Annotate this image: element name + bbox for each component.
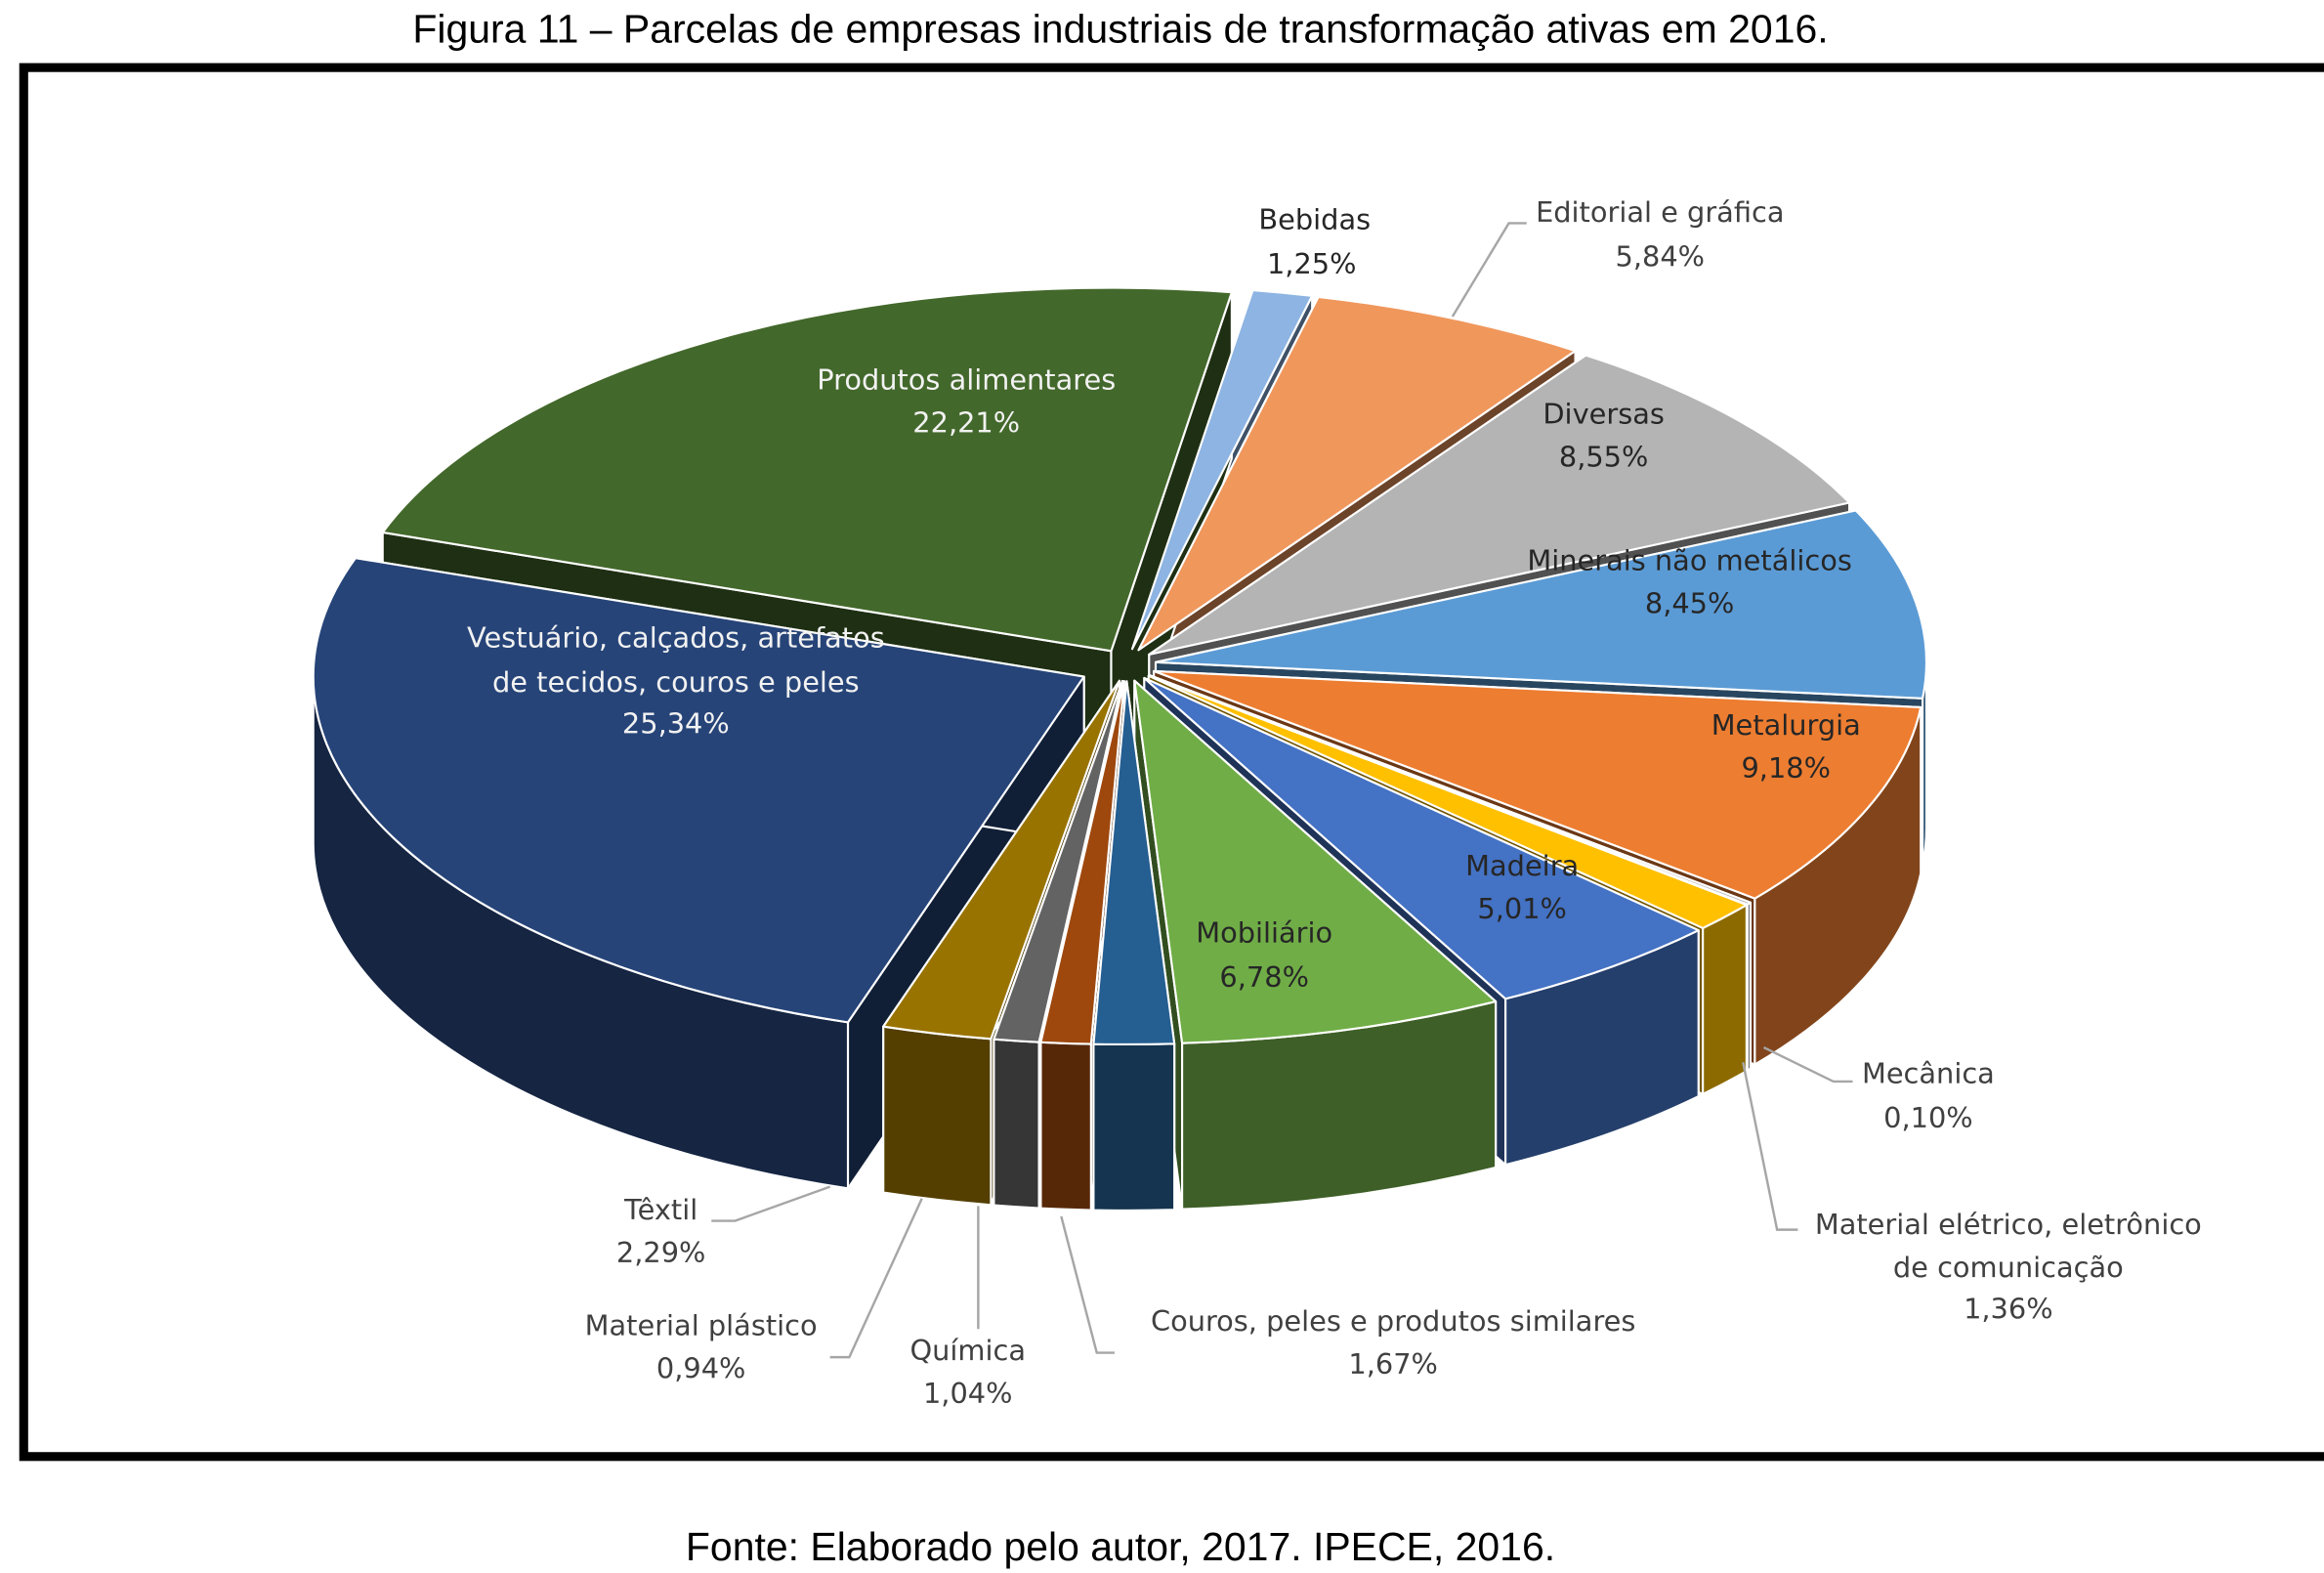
pie-slice-produtos-alimentares [381,286,1233,653]
label-couros: Couros, peles e produtos similares [1151,1304,1635,1338]
value-bebidas: 1,25% [1267,247,1357,280]
value-alimentares: 22,21% [912,405,1020,439]
pie-outer-wall-couros-peles-e-produtos-similares [1092,1042,1176,1212]
value-vestuario: 25,34% [622,706,730,740]
label-textil: Têxtil [623,1193,697,1226]
pie-slice-vestuario-calcados-artefatos-de-tecidos-couros-e-peles [312,557,1085,1024]
figure-title: Figura 11 – Parcelas de empresas industr… [412,6,1828,51]
pie-slice-quimica [1039,680,1125,1045]
label-vestuario-2: de tecidos, couros e peles [492,665,860,699]
value-material-eletrico: 1,36% [1964,1293,2053,1326]
figure-source: Fonte: Elaborado pelo autor, 2017. IPECE… [686,1524,1555,1569]
label-material-eletrico-1: Material elétrico, eletrônico [1815,1208,2202,1241]
value-madeira: 5,01% [1477,892,1567,925]
label-minerais: Minerais não metálicos [1527,543,1851,576]
label-alimentares: Produtos alimentares [817,362,1116,396]
value-diversas: 8,55% [1559,440,1649,473]
label-madeira: Madeira [1465,849,1579,882]
pie-slice-madeira [1143,676,1700,1000]
value-couros: 1,67% [1348,1347,1438,1381]
label-editorial: Editorial e gráfica [1536,195,1784,229]
pie-slice-editorial-e-grafica [1137,295,1577,652]
pie-slice-material-eletrico-eletronico-de-comunicacao [1147,674,1748,930]
leader-line-material-eletrico [1742,1061,1798,1231]
pie-slice-couros-peles-e-produtos-similares [1092,680,1176,1046]
label-vestuario-1: Vestuário, calçados, artefatos [467,620,885,654]
pie-slice-bebidas [1130,289,1314,651]
value-quimica: 1,04% [923,1377,1013,1410]
pie-slice-mecanica [1148,674,1752,906]
pie-outer-wall-mecanica [1746,901,1752,1072]
value-textil: 2,29% [616,1236,706,1269]
leader-line-editorial [1451,222,1527,318]
label-mobiliario: Mobiliário [1196,915,1332,949]
value-material-plastico: 0,94% [656,1351,746,1384]
leader-line-couros [1060,1215,1115,1354]
pie-slice-minerais-nao-metalicos [1154,509,1927,700]
label-bebidas: Bebidas [1258,203,1371,236]
leader-line-mecanica [1762,1045,1853,1084]
pie-chart [312,286,1928,1212]
label-diversas: Diversas [1542,397,1665,430]
pie-outer-wall-material-plastico [993,1038,1040,1210]
label-mecanica: Mecânica [1862,1056,1995,1089]
pie-slice-textil [882,679,1120,1041]
value-mobiliario: 6,78% [1219,960,1309,994]
value-editorial: 5,84% [1616,239,1706,273]
pie-outer-wall-material-eletrico-eletronico-de-comunicacao [1702,904,1748,1095]
label-metalurgia: Metalurgia [1711,708,1861,742]
label-material-plastico: Material plástico [585,1308,818,1341]
data-labels: Bebidas 1,25% Editorial e gráfica 5,84% … [467,195,2202,1410]
value-metalurgia: 9,18% [1741,751,1831,785]
pie-slice-mobiliario [1133,679,1498,1044]
label-quimica: Química [909,1334,1026,1367]
value-mecanica: 0,10% [1883,1101,1973,1134]
leader-line-material-plastico [829,1198,923,1359]
pie-outer-wall-textil [882,1025,993,1207]
leader-lines [711,222,1853,1359]
label-material-eletrico-2: de comunicação [1893,1251,2124,1284]
pie-slice-material-plastico [993,680,1123,1043]
pie-slice-diversas [1148,354,1851,656]
pie-slice-metalurgia [1153,669,1923,900]
value-minerais: 8,45% [1645,586,1735,619]
pie-outer-wall-quimica [1039,1041,1092,1212]
leader-line-textil [711,1185,831,1222]
